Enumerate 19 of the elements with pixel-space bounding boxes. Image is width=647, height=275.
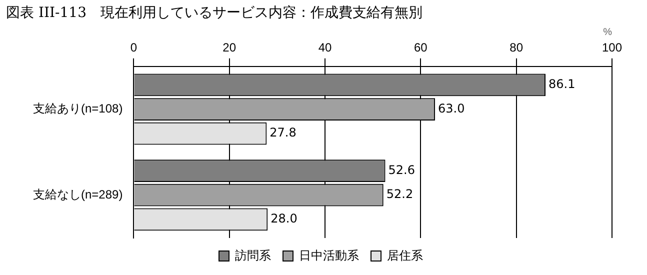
y-tick-label: 支給なし(n=289) bbox=[32, 187, 123, 202]
y-tick-label: 支給あり(n=108) bbox=[32, 102, 123, 116]
x-tick-label: 100 bbox=[602, 40, 622, 55]
data-label: 27.8 bbox=[270, 126, 296, 140]
x-tick-label: 40 bbox=[318, 40, 332, 55]
data-label: 52.6 bbox=[388, 162, 415, 177]
data-label: 63.0 bbox=[438, 101, 465, 116]
x-tick-label: 80 bbox=[510, 40, 524, 55]
data-label: 86.1 bbox=[548, 77, 576, 92]
x-tick-label: 0 bbox=[130, 40, 138, 55]
legend-label: 日中活動系 bbox=[299, 248, 359, 262]
data-label: 28.0 bbox=[270, 212, 298, 226]
legend-label: 訪問系 bbox=[235, 248, 271, 262]
legend-label: 居住系 bbox=[387, 248, 423, 262]
x-tick-label: 60 bbox=[414, 40, 428, 55]
x-axis-title: % bbox=[603, 26, 612, 38]
x-tick-label: 20 bbox=[222, 40, 236, 55]
chart-title: 図表 III-113 現在利用しているサービス内容：作成費支給有無別 bbox=[6, 4, 422, 22]
data-label: 52.2 bbox=[386, 187, 414, 202]
